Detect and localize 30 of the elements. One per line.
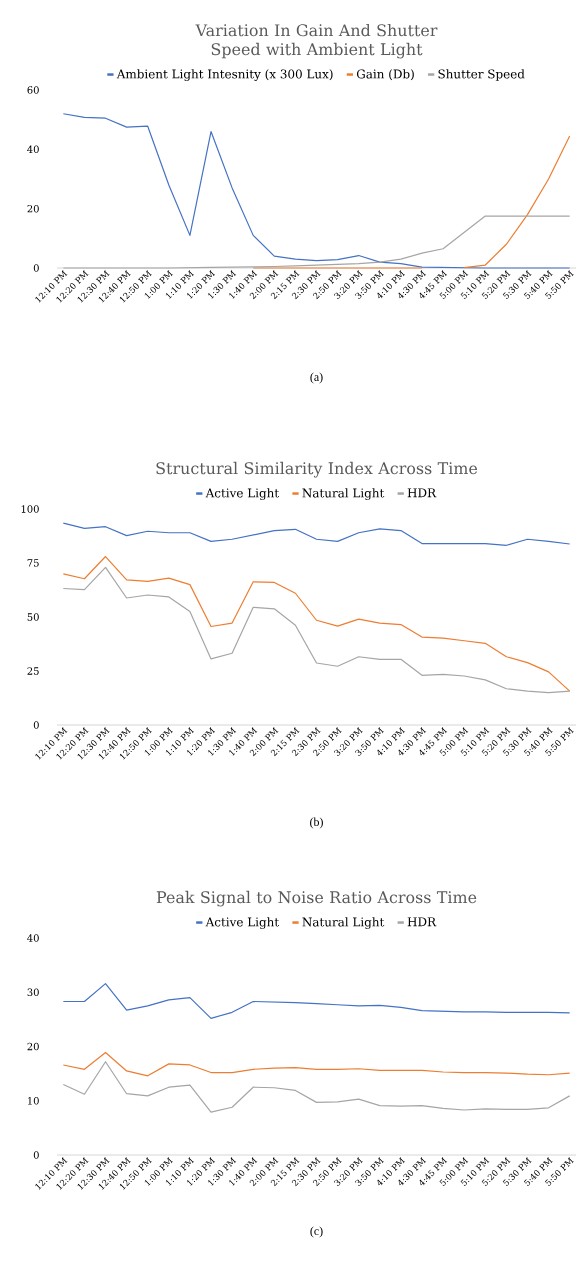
y-tick-label: 25 <box>27 667 39 675</box>
legend-label: Shutter Speed <box>438 69 525 81</box>
legend-label: Ambient Light Intesnity (x 300 Lux) <box>116 69 333 81</box>
y-tick-label: 10 <box>28 1096 39 1105</box>
chart-title: Variation In Gain And Shutter Speed with Ambient Light <box>195 23 438 59</box>
text: (b) <box>310 817 323 829</box>
text: (c) <box>310 1226 323 1238</box>
y-tick-label: 0 <box>33 1151 39 1159</box>
legend-label: HDR <box>407 917 437 927</box>
legend-label: Natural Light <box>302 917 385 929</box>
y-tick-label: 40 <box>27 934 39 942</box>
y-tick-label: 60 <box>27 86 39 94</box>
y-tick-label: 100 <box>21 505 39 513</box>
legend-label: Active Light <box>205 917 280 929</box>
y-tick-label: 0 <box>33 264 39 272</box>
y-tick-label: 0 <box>33 721 39 729</box>
legend-label: Natural Light <box>302 488 385 500</box>
y-tick-label: 50 <box>27 613 39 621</box>
y-tick-label: 20 <box>27 204 39 213</box>
legend-label: Gain (Db) <box>356 69 414 81</box>
legend-label: HDR <box>407 488 437 498</box>
y-tick-label: 75 <box>27 559 39 567</box>
line-series <box>62 1061 571 1113</box>
chart-title: Peak Signal to Noise Ratio Across Time <box>156 890 477 907</box>
legend-label: Active Light <box>205 488 280 500</box>
chart-title: Structural Similarity Index Across Time <box>156 461 478 478</box>
text: (a) <box>310 372 323 384</box>
y-tick-label: 20 <box>27 1042 39 1051</box>
y-tick-label: 30 <box>27 988 39 997</box>
y-tick-label: 40 <box>27 145 39 154</box>
